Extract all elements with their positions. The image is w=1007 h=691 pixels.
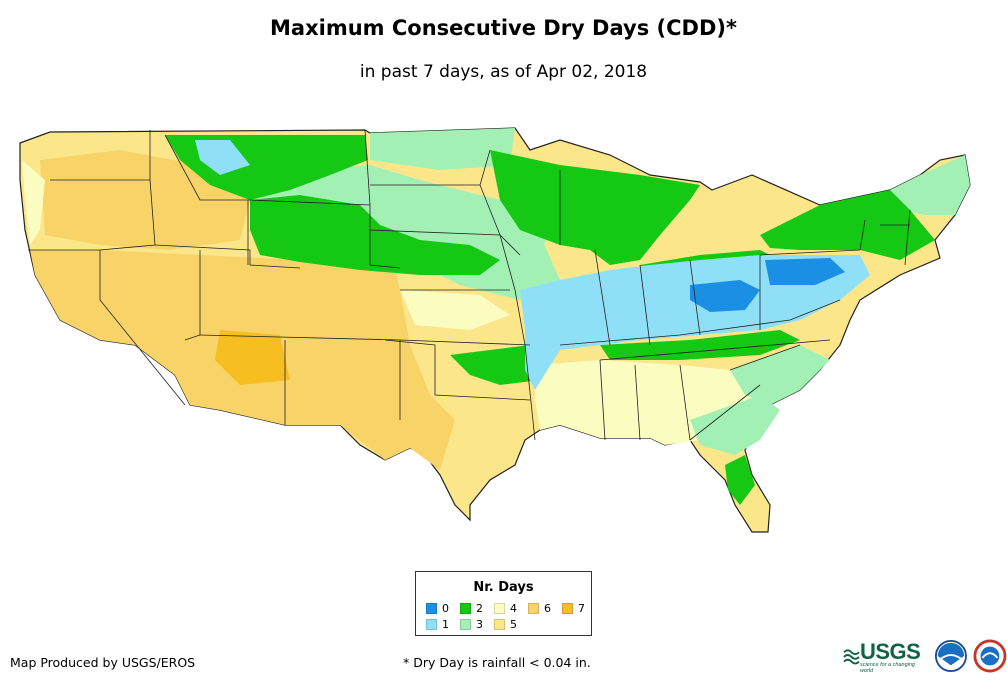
usgs-wave-icon	[843, 649, 860, 665]
legend: Nr. Days 0 1 2 3 4 5 6 7	[415, 571, 592, 636]
region-6-northwest	[40, 150, 250, 250]
legend-title: Nr. Days	[473, 580, 534, 595]
region-1-montana	[195, 140, 250, 175]
legend-item-1: 1	[426, 618, 449, 631]
usgs-tagline: science for a changing world	[859, 661, 915, 674]
state-boundaries	[28, 129, 911, 441]
region-4-plains	[400, 290, 510, 330]
legend-label-5: 5	[510, 618, 517, 631]
region-3-dakotas	[370, 128, 515, 170]
legend-swatch-7	[562, 603, 573, 614]
legend-swatch-4	[494, 603, 505, 614]
region-3-northeast	[890, 155, 970, 215]
legend-item-4: 4	[494, 602, 517, 615]
region-4-northwest	[22, 160, 45, 245]
credit-text: Map Produced by USGS/EROS	[10, 655, 196, 670]
region-3-southeast	[690, 395, 780, 455]
legend-label-3: 3	[476, 618, 483, 631]
region-2-upper-midwest	[490, 150, 700, 265]
region-2-central	[250, 195, 500, 275]
legend-item-6: 6	[528, 602, 551, 615]
legend-item-7: 7	[562, 602, 585, 615]
footnote-text: * Dry Day is rainfall < 0.04 in.	[403, 655, 591, 670]
legend-swatch-6	[528, 603, 539, 614]
usgs-logo: USGS science for a changing world	[843, 639, 926, 674]
usgs-logo-text: USGS	[859, 638, 921, 664]
noaa-logo-icon	[934, 639, 967, 673]
region-2-florida	[725, 455, 755, 505]
legend-swatch-3	[460, 619, 471, 630]
legend-swatch-2	[460, 603, 471, 614]
region-7-southwest	[215, 330, 290, 385]
legend-label-2: 2	[476, 602, 483, 615]
map-title: Maximum Consecutive Dry Days (CDD)*	[270, 16, 737, 40]
logos: USGS science for a changing world	[843, 638, 1007, 674]
legend-label-0: 0	[442, 602, 449, 615]
region-1-midwest	[520, 255, 870, 390]
legend-item-3: 3	[460, 618, 483, 631]
legend-label-1: 1	[442, 618, 449, 631]
region-3-carolina	[730, 345, 830, 405]
map-subtitle: in past 7 days, as of Apr 02, 2018	[359, 62, 648, 82]
nws-logo-icon	[973, 639, 1007, 673]
legend-swatch-1	[426, 619, 437, 630]
region-0-pennsylvania	[765, 258, 845, 285]
legend-label-4: 4	[510, 602, 517, 615]
region-2-tennessee	[600, 330, 800, 360]
region-2-northeast	[760, 190, 935, 260]
legend-swatch-5	[494, 619, 505, 630]
region-0-ohio	[690, 280, 760, 312]
legend-swatch-0	[426, 603, 437, 614]
legend-item-0: 0	[426, 602, 449, 615]
legend-item-5: 5	[494, 618, 517, 631]
legend-label-6: 6	[544, 602, 551, 615]
legend-label-7: 7	[578, 602, 585, 615]
legend-item-2: 2	[460, 602, 483, 615]
